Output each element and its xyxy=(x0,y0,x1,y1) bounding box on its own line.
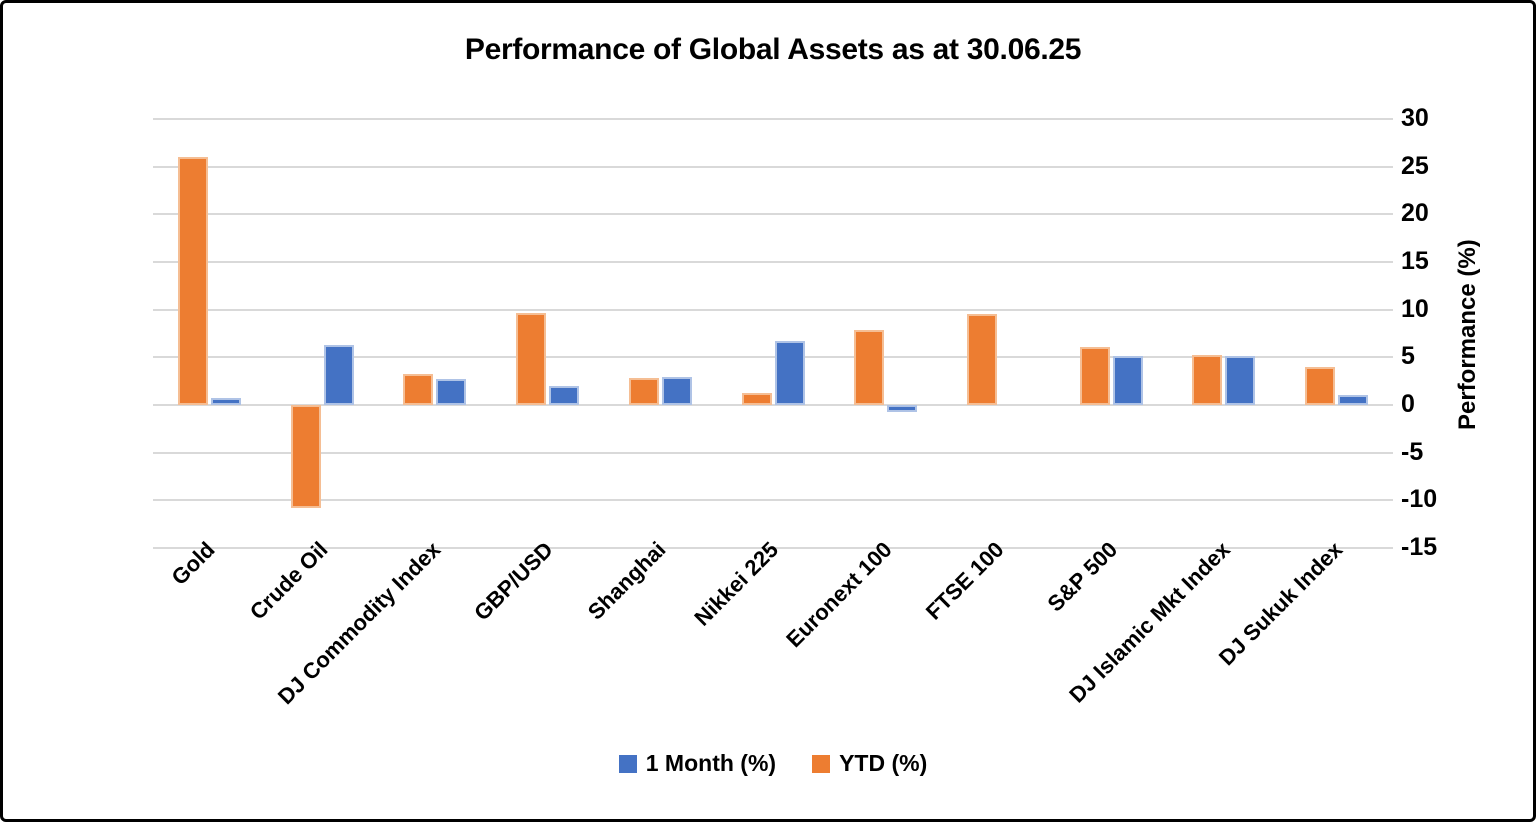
gridline-10 xyxy=(153,308,1393,311)
bar-1-month-shanghai xyxy=(661,377,692,405)
category-label-nikkei-225: Nikkei 225 xyxy=(689,536,784,631)
y-tick-5: 5 xyxy=(1401,342,1415,371)
bar-ytd-shanghai xyxy=(628,378,659,405)
legend-item-1-month: 1 Month (%) xyxy=(618,750,777,777)
legend: 1 Month (%) YTD (%) xyxy=(153,750,1393,777)
bar-ytd-euronext-100 xyxy=(854,329,885,405)
gridline-15 xyxy=(153,261,1393,263)
gridline-5 xyxy=(153,356,1393,359)
y-tick-10: 10 xyxy=(1401,294,1429,323)
legend-label-ytd: YTD (%) xyxy=(839,750,928,776)
y-tick-15: 15 xyxy=(1401,247,1429,275)
bar-1-month-crude-oil xyxy=(323,344,354,405)
legend-item-ytd: YTD (%) xyxy=(812,750,927,777)
bar-1-month-euronext-100 xyxy=(887,405,918,412)
bar-ytd-gold xyxy=(177,157,208,405)
bar-ytd-dj-sukuk-index xyxy=(1305,366,1336,405)
bar-1-month-nikkei-225 xyxy=(774,341,805,405)
legend-swatch-ytd-icon xyxy=(812,754,831,773)
gridline-30 xyxy=(153,118,1393,120)
gridline--15 xyxy=(153,547,1393,549)
bar-ytd-dj-islamic-mkt-index xyxy=(1192,355,1223,405)
y-tick--10: -10 xyxy=(1401,485,1438,514)
gridline--5 xyxy=(153,451,1393,454)
bar-1-month-s-p-500 xyxy=(1112,356,1143,405)
bar-ytd-nikkei-225 xyxy=(741,392,772,405)
category-label-euronext-100: Euronext 100 xyxy=(780,536,897,653)
bar-1-month-dj-islamic-mkt-index xyxy=(1225,356,1256,405)
y-tick--15: -15 xyxy=(1401,533,1438,561)
gridline-25 xyxy=(153,165,1393,168)
y-tick-25: 25 xyxy=(1401,151,1429,180)
category-label-crude-oil: Crude Oil xyxy=(244,536,333,625)
legend-swatch-1-month-icon xyxy=(618,754,637,773)
chart-title: Performance of Global Assets as at 30.06… xyxy=(464,33,1082,66)
category-label-gold: Gold xyxy=(166,536,220,590)
bar-1-month-gold xyxy=(210,398,241,405)
bar-ytd-ftse-100 xyxy=(966,314,997,405)
y-tick--5: -5 xyxy=(1401,437,1424,466)
legend-label-1-month: 1 Month (%) xyxy=(645,750,777,776)
bar-ytd-gbp-usd xyxy=(516,312,547,405)
y-axis-title: Performance (%) xyxy=(1454,239,1481,431)
category-label-shanghai: Shanghai xyxy=(583,536,671,625)
category-label-ftse-100: FTSE 100 xyxy=(921,536,1009,625)
bar-ytd-s-p-500 xyxy=(1079,346,1110,405)
gridline-20 xyxy=(153,213,1393,216)
gridline--10 xyxy=(153,499,1393,502)
bar-ytd-crude-oil xyxy=(290,405,321,508)
bar-1-month-dj-commodity-index xyxy=(436,379,467,405)
y-tick-0: 0 xyxy=(1401,390,1415,418)
gridline-0 xyxy=(153,404,1393,406)
y-tick-30: 30 xyxy=(1401,104,1429,132)
bar-ytd-dj-commodity-index xyxy=(403,373,434,405)
y-tick-20: 20 xyxy=(1401,199,1429,228)
bar-1-month-dj-sukuk-index xyxy=(1338,395,1369,405)
bar-1-month-gbp-usd xyxy=(549,385,580,405)
category-label-gbp-usd: GBP/USD xyxy=(469,536,559,626)
